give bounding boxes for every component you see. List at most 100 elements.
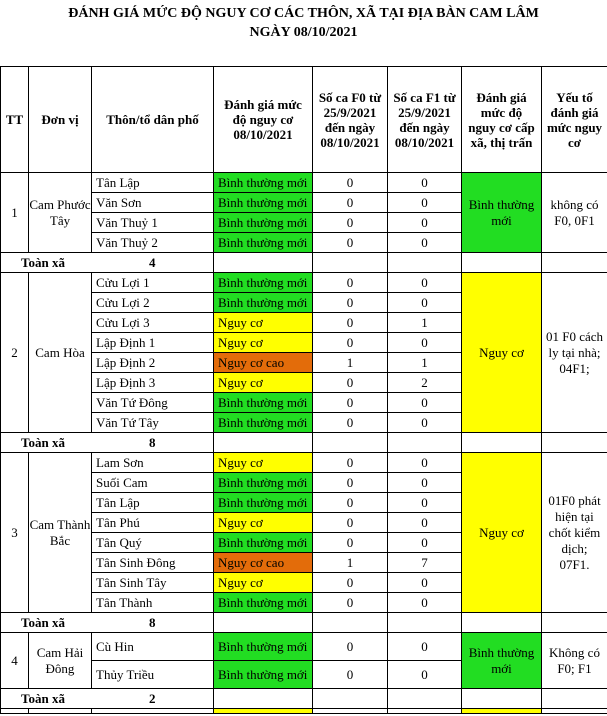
f0-count: 0: [312, 452, 388, 473]
table-row: Văn Thuỷ 1 Bình thường mới 0 0: [1, 212, 607, 233]
village-name: Suối Cam: [91, 472, 214, 493]
village-risk-cell: Bình thường mới: [213, 412, 313, 433]
village-name: Tân Lập: [91, 172, 214, 193]
table-row: Tân Thành Bình thường mới 0 0: [1, 592, 607, 613]
f1-count: 0: [387, 272, 462, 293]
total-row: Toàn xã 4: [0, 252, 607, 273]
f1-count: 0: [387, 412, 462, 433]
header-tt: TT: [0, 66, 29, 173]
total-empty-cell: [541, 252, 607, 273]
f1-count: 1: [387, 352, 462, 373]
f0-count: 0: [312, 172, 388, 193]
village-name: Lập Định 2: [91, 352, 214, 373]
total-value: 8: [91, 432, 214, 453]
village-name: Văn Thuỷ 1: [91, 212, 214, 233]
village-risk-cell: Bình thường mới: [213, 592, 313, 613]
f0-count: 0: [312, 292, 388, 313]
total-empty-cell: [461, 612, 542, 633]
village-name: Văn Thuỷ 2: [91, 232, 214, 253]
table-row: Tân Sinh Đông Nguy cơ cao 1 7: [1, 552, 607, 573]
village-risk-cell: Nguy cơ: [213, 312, 313, 333]
sheet-title: ĐÁNH GIÁ MỨC ĐỘ NGUY CƠ CÁC THÔN, XÃ TẠI…: [68, 6, 539, 21]
f1-count: 7: [387, 552, 462, 573]
risk-factors: 01 F0 cách ly tại nhà; 04F1;: [541, 272, 607, 433]
total-row: Toàn xã 8: [0, 612, 607, 633]
unit-name: Cam Hải Đông: [28, 632, 92, 689]
total-empty-cell: [541, 432, 607, 453]
f1-count: 0: [387, 232, 462, 253]
f0-count: 0: [312, 192, 388, 213]
header-f1: Số ca F1 từ 25/9/2021 đến ngày 08/10/202…: [387, 66, 462, 173]
village-risk-cell: Nguy cơ cao: [213, 552, 313, 573]
village-name: Văn Tứ Đông: [91, 392, 214, 413]
f1-count: 1: [387, 312, 462, 333]
risk-table: TT Đơn vị Thôn/tổ dân phố Đánh giá mức đ…: [0, 66, 607, 714]
total-empty-cell: [312, 252, 388, 273]
f0-count: 1: [312, 352, 388, 373]
table-row: Tân Sinh Tây Nguy cơ 0 0: [1, 572, 607, 593]
f0-count: 0: [312, 512, 388, 533]
village-name: Tân Sinh Đông: [91, 552, 214, 573]
village-risk-cell: Bình thường mới: [213, 392, 313, 413]
total-label: Toàn xã: [0, 612, 92, 633]
partial-cell: [28, 708, 92, 714]
f1-count: 0: [387, 632, 462, 661]
village-risk-cell: Bình thường mới: [213, 660, 313, 689]
unit-name: Cam Phước Tây: [28, 172, 92, 253]
commune-risk-cell: Bình thường mới: [461, 172, 542, 253]
village-risk-cell: Bình thường mới: [213, 232, 313, 253]
total-value: 4: [91, 252, 214, 273]
total-empty-cell: [387, 252, 462, 273]
table-row: Lập Định 2 Nguy cơ cao 1 1: [1, 352, 607, 373]
table-row: Cửu Lợi 3 Nguy cơ 0 1: [1, 312, 607, 333]
f1-count: 0: [387, 212, 462, 233]
table-row: Lập Định 1 Nguy cơ 0 0: [1, 332, 607, 353]
table-row: 2 Cam Hòa Cửu Lợi 1 Bình thường mới 0 0 Nguy c…: [0, 272, 607, 433]
table-row: 3 Cam Thành Bắc Lam Sơn Nguy cơ 0 0 Nguy cơ 01F…: [0, 452, 607, 613]
village-risk-cell: Nguy cơ cao: [213, 352, 313, 373]
total-empty-cell: [312, 612, 388, 633]
table-row: Tân Phú Nguy cơ 0 0: [1, 512, 607, 533]
header-village: Thôn/tổ dân phố: [91, 66, 214, 173]
village-risk-cell: Nguy cơ: [213, 332, 313, 353]
f0-count: 0: [312, 660, 388, 689]
risk-factors: 01F0 phát hiện tại chốt kiểm dịch; 07F1.: [541, 452, 607, 613]
f1-count: 0: [387, 172, 462, 193]
partial-cell: [0, 708, 29, 714]
total-empty-cell: [541, 612, 607, 633]
village-name: Tân Thành: [91, 592, 214, 613]
f1-count: 0: [387, 472, 462, 493]
table-row: Tân Quý Bình thường mới 0 0: [1, 532, 607, 553]
commune-risk-cell: Nguy cơ: [461, 452, 542, 613]
village-risk-cell: Bình thường mới: [213, 172, 313, 193]
table-row: 4 Cam Hải Đông Cù Hin Bình thường mới 0 0 Bình…: [0, 632, 607, 689]
row-number: 1: [0, 172, 29, 253]
total-empty-cell: [387, 612, 462, 633]
total-empty-cell: [213, 432, 313, 453]
f0-count: 0: [312, 272, 388, 293]
header-commune-risk: Đánh giá mức độ nguy cơ cấp xã, thị trấn: [461, 66, 542, 173]
total-row: Toàn xã 2: [0, 688, 607, 709]
f0-count: 0: [312, 312, 388, 333]
f1-count: 0: [387, 572, 462, 593]
village-risk-cell: Nguy cơ: [213, 452, 313, 473]
village-risk-cell: Nguy cơ: [213, 512, 313, 533]
f0-count: 0: [312, 372, 388, 393]
village-name: Văn Tứ Tây: [91, 412, 214, 433]
f1-count: 0: [387, 512, 462, 533]
partial-row: [0, 708, 607, 714]
village-risk-cell: Bình thường mới: [213, 632, 313, 661]
total-label: Toàn xã: [0, 252, 92, 273]
total-empty-cell: [312, 432, 388, 453]
f0-count: 0: [312, 532, 388, 553]
header-unit: Đơn vị: [28, 66, 92, 173]
village-name: Thủy Triều: [91, 660, 214, 689]
f0-count: 0: [312, 212, 388, 233]
partial-cell: [213, 708, 313, 714]
partial-cell: [312, 708, 388, 714]
row-number: 3: [0, 452, 29, 613]
commune-risk-cell: Nguy cơ: [461, 272, 542, 433]
village-name: Lam Sơn: [91, 452, 214, 473]
total-row: Toàn xã 8: [0, 432, 607, 453]
total-label: Toàn xã: [0, 688, 92, 709]
